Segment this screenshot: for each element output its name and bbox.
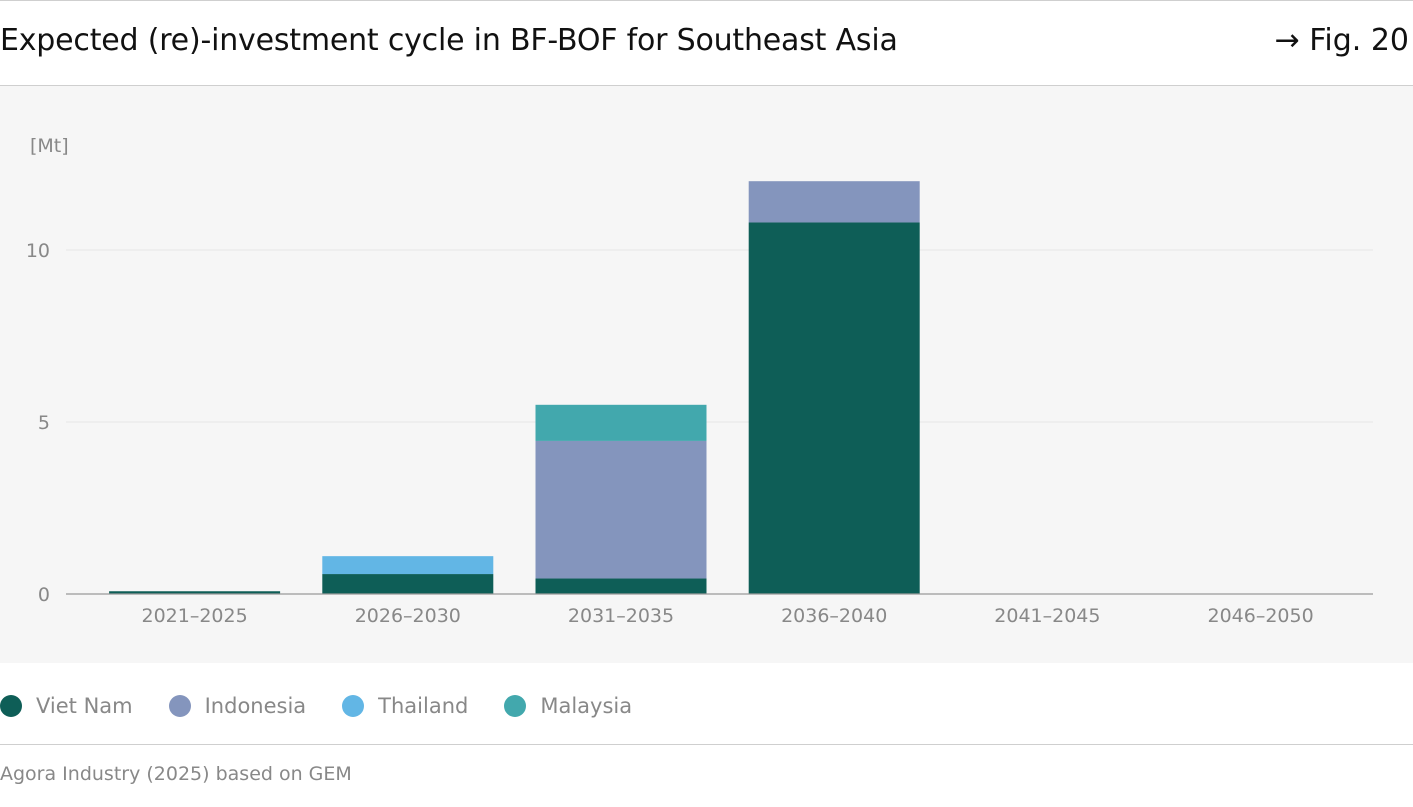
legend-item: Malaysia bbox=[504, 694, 632, 718]
bar-segment-indonesia bbox=[748, 181, 920, 223]
legend-label: Thailand bbox=[378, 694, 469, 718]
bar-segment-thailand bbox=[322, 556, 494, 575]
legend-swatch bbox=[342, 695, 365, 717]
y-tick-label: 10 bbox=[26, 240, 50, 262]
source-rule bbox=[0, 744, 1413, 745]
chart-title: Expected (re)-investment cycle in BF-BOF… bbox=[0, 23, 898, 58]
x-tick-label: 2046–2050 bbox=[1207, 605, 1313, 627]
bar-segment-malaysia bbox=[535, 404, 707, 441]
chart-panel: [Mt] 0 5 10 2021–2025 2026–2030 2031–2035 2036–… bbox=[0, 86, 1413, 663]
legend-swatch bbox=[504, 695, 527, 717]
legend-label: Malaysia bbox=[540, 694, 633, 718]
top-rule bbox=[0, 0, 1413, 1]
y-tick-label: 5 bbox=[38, 412, 50, 434]
legend-swatch bbox=[0, 695, 22, 717]
figure-reference-link[interactable]: → Fig. 20 bbox=[1274, 23, 1409, 58]
figure-header: Expected (re)-investment cycle in BF-BOF… bbox=[0, 1, 1413, 86]
legend-label: Viet Nam bbox=[36, 694, 133, 718]
bar-segment-viet-nam bbox=[748, 222, 920, 595]
y-tick-label: 0 bbox=[38, 584, 50, 606]
bar-segment-viet-nam bbox=[322, 574, 494, 594]
x-tick-label: 2041–2045 bbox=[994, 605, 1100, 627]
bar-segment-indonesia bbox=[535, 440, 707, 579]
bar-segment-viet-nam bbox=[109, 591, 281, 594]
legend-label: Indonesia bbox=[204, 694, 307, 718]
legend-item: Indonesia bbox=[168, 694, 307, 718]
bar-segment-viet-nam bbox=[535, 578, 707, 594]
x-tick-label: 2026–2030 bbox=[355, 605, 461, 627]
legend-item: Thailand bbox=[342, 694, 468, 718]
x-tick-label: 2031–2035 bbox=[568, 605, 674, 627]
chart-legend: Viet Nam Indonesia Thailand Malaysia bbox=[0, 690, 668, 722]
source-note: Agora Industry (2025) based on GEM bbox=[0, 763, 352, 785]
stacked-bar-chart: [Mt] 0 5 10 2021–2025 2026–2030 2031–2035 2036–… bbox=[26, 135, 1373, 627]
legend-item: Viet Nam bbox=[0, 694, 133, 718]
x-tick-label: 2021–2025 bbox=[141, 605, 247, 627]
x-tick-label: 2036–2040 bbox=[781, 605, 887, 627]
legend-swatch bbox=[168, 695, 191, 717]
y-axis-unit-label: [Mt] bbox=[30, 135, 69, 157]
